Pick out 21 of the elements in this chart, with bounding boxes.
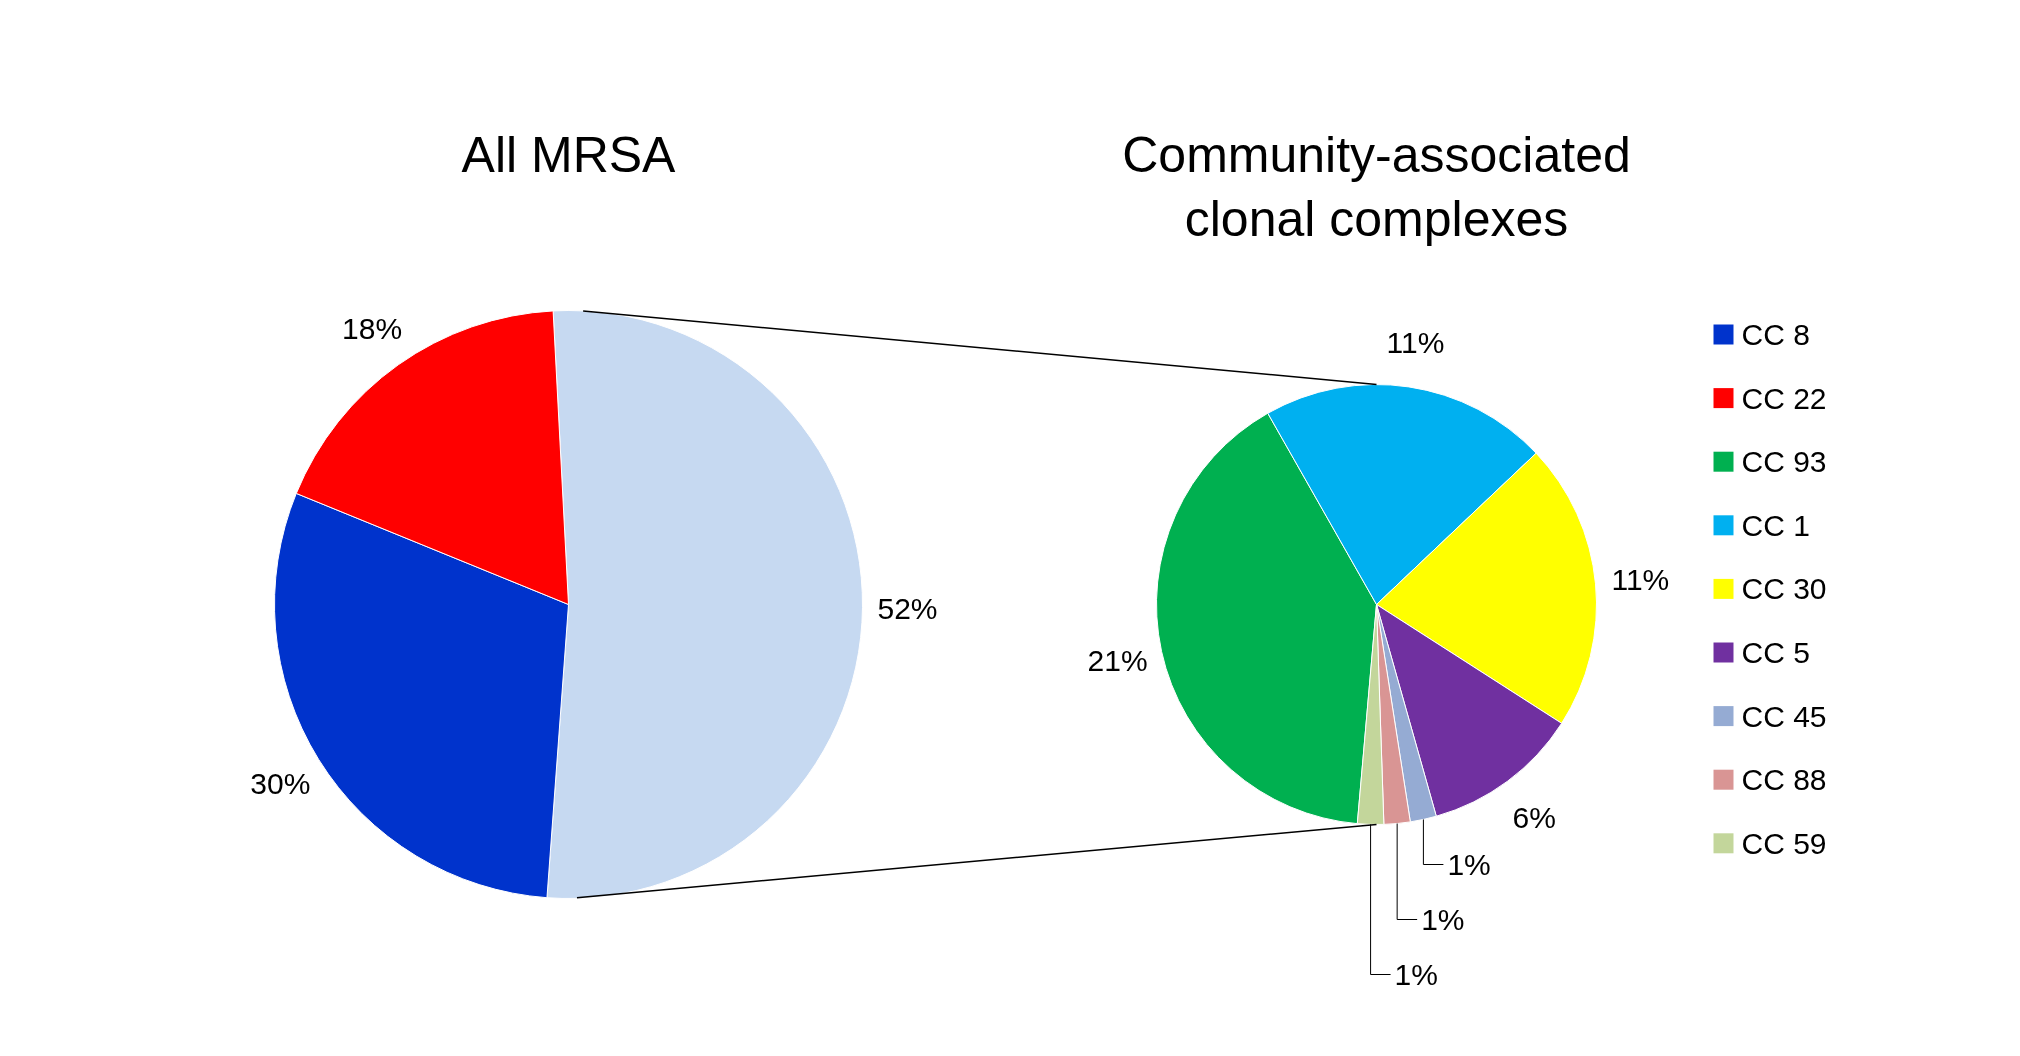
data-label: 6% <box>1512 800 1556 834</box>
data-label: 1% <box>1447 848 1491 881</box>
legend-label: CC 59 <box>1741 826 1827 860</box>
data-label: 1% <box>1421 903 1465 936</box>
legend-label: CC 1 <box>1741 508 1810 542</box>
legend-label: CC 93 <box>1741 445 1827 479</box>
data-label: 21% <box>1087 644 1148 678</box>
data-label: 52% <box>877 591 938 625</box>
data-label: 18% <box>342 311 403 345</box>
legend-label: CC 88 <box>1741 763 1827 797</box>
legend-label: CC 30 <box>1741 572 1827 606</box>
chart-title: Community-associated clonal complexes <box>1122 126 1631 247</box>
data-label: 11% <box>1386 325 1445 359</box>
legend-label: CC 5 <box>1741 636 1810 669</box>
data-label: 11% <box>1611 563 1670 597</box>
chart-title: All MRSA <box>461 126 677 183</box>
legend-label: CC 22 <box>1741 381 1827 415</box>
legend-label: CC 45 <box>1741 699 1827 733</box>
data-label: 1% <box>1394 958 1438 991</box>
legend-label: CC 8 <box>1741 318 1810 351</box>
data-label: 30% <box>250 766 311 800</box>
